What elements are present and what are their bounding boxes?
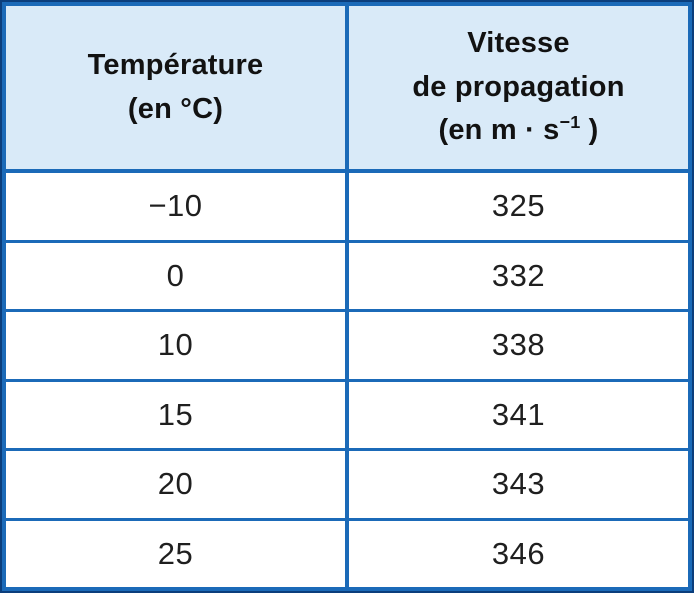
cell-temperature: 25: [6, 520, 349, 587]
header-speed-unit-post: ): [580, 114, 599, 147]
cell-speed: 338: [491, 327, 546, 363]
cell-temperature: 20: [6, 451, 349, 518]
header-speed-unit-pre: (en m · s: [438, 114, 560, 147]
table-row: −10 325: [6, 173, 688, 240]
table-row: 15 341: [6, 378, 688, 448]
header-speed-unit-exponent: −1: [559, 111, 581, 132]
table-row: 0 332: [6, 239, 688, 309]
table-row: 10 338: [6, 309, 688, 379]
header-temperature: Température (en °C): [6, 6, 349, 169]
cell-speed: 343: [491, 466, 546, 502]
cell-temperature: 10: [6, 312, 349, 379]
header-speed-unit: (en m · s−1 ): [438, 109, 598, 153]
table-header-row: Température (en °C) Vitesse de propagati…: [6, 6, 688, 173]
table-row: 25 346: [6, 517, 688, 587]
header-speed-line1: Vitesse: [467, 27, 570, 60]
cell-speed: 325: [491, 188, 546, 224]
header-speed: Vitesse de propagation (en m · s−1 ): [349, 6, 688, 169]
cell-speed: 332: [491, 257, 546, 293]
header-temperature-line1: Température: [87, 49, 264, 81]
cell-speed: 341: [491, 396, 546, 432]
cell-temperature: −10: [6, 173, 349, 240]
cell-speed: 346: [491, 535, 546, 571]
cell-temperature: 0: [6, 242, 349, 309]
header-temperature-line2: (en °C): [127, 92, 224, 125]
header-speed-line2: de propagation: [412, 70, 625, 103]
cell-temperature: 15: [6, 381, 349, 448]
table-row: 20 343: [6, 448, 688, 518]
